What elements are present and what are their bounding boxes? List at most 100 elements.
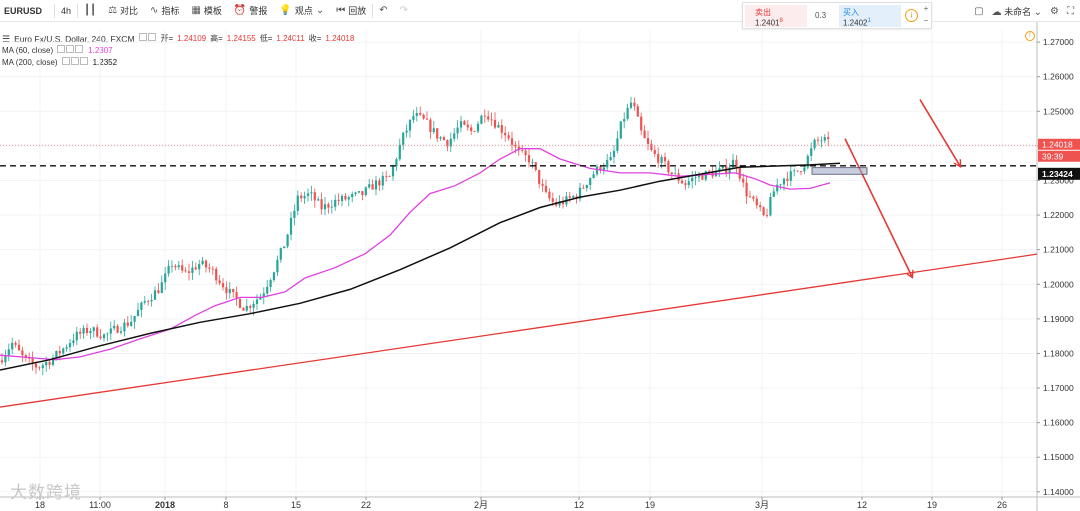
sell-button[interactable]: 卖出 1.24018 (745, 5, 807, 28)
candle-up (164, 273, 167, 283)
undo-icon: ↶ (379, 5, 388, 16)
last-price-tag: 1.24018 (1042, 139, 1073, 149)
candle-down (544, 185, 548, 192)
candle-down (755, 198, 758, 206)
candle-down (490, 119, 493, 121)
candle-up (616, 138, 619, 151)
candle-down (643, 130, 646, 139)
settings-icon[interactable] (70, 57, 79, 65)
replay-button[interactable]: ⏮ 回放 (330, 0, 372, 22)
candle-down (653, 150, 656, 154)
layout-menu[interactable]: ☁ 未命名 ⌄ (992, 5, 1042, 18)
candle-up (65, 347, 68, 349)
toolbar-divider (372, 3, 374, 18)
info-icon[interactable]: i (905, 9, 918, 22)
candle-up (612, 150, 616, 157)
sell-label: 卖出 (755, 8, 771, 17)
candle-up (449, 138, 452, 147)
candle-down (320, 199, 323, 210)
close-icon[interactable] (75, 45, 84, 53)
collapse-icon[interactable]: ☰ (2, 34, 11, 44)
candle-down (126, 322, 129, 326)
candle-down (225, 287, 228, 294)
candle-down (361, 191, 364, 195)
ma60-line (0, 148, 831, 361)
candle-up (279, 248, 282, 260)
templates-label: 模板 (203, 6, 222, 16)
symbol-search[interactable]: EURUSD (4, 5, 43, 16)
candle-down (419, 112, 422, 115)
time-tick-label: 3月 (755, 500, 769, 510)
candle-down (827, 137, 830, 140)
candle-down (500, 125, 503, 133)
candle-up (405, 130, 408, 133)
templates-icon: ▦ (191, 5, 201, 16)
candle-down (483, 115, 486, 117)
price-tick-label: 1.20000 (1043, 279, 1074, 289)
candle-down (701, 174, 704, 180)
increase-button[interactable]: + (923, 4, 929, 13)
candle-down (463, 121, 466, 125)
candle-up (75, 331, 78, 341)
candle-up (140, 302, 143, 310)
decrease-button[interactable]: − (923, 16, 929, 25)
candle-up (623, 118, 626, 122)
candle-down (313, 192, 316, 201)
last-price-tag-bg (1038, 138, 1080, 150)
candle-up (351, 194, 354, 198)
candle-up (133, 316, 136, 322)
time-tick-label: 19 (645, 500, 655, 510)
legend-controls[interactable] (138, 33, 157, 45)
time-tick-label: 12 (857, 500, 867, 510)
toolbar-divider (54, 3, 55, 18)
candle-down (385, 175, 388, 177)
redo-button[interactable]: ↷ (394, 0, 414, 22)
candle-down (388, 176, 391, 177)
eye-icon[interactable] (61, 57, 70, 65)
candle-down (748, 196, 752, 198)
candle-down (551, 198, 554, 203)
compare-button[interactable]: ⚖ 对比 (102, 0, 144, 22)
settings-icon[interactable] (147, 33, 156, 41)
candle-up (823, 137, 826, 141)
undo-button[interactable]: ↶ (373, 0, 393, 22)
ma60-controls[interactable] (57, 45, 84, 57)
settings-icon[interactable] (66, 45, 75, 53)
candle-down (235, 292, 238, 299)
eye-icon[interactable] (57, 45, 66, 53)
candle-up (806, 155, 809, 168)
candle-down (762, 207, 765, 216)
chart-type-button[interactable]: ┃┃ (78, 0, 102, 22)
candle-up (453, 133, 456, 139)
close-icon[interactable] (79, 57, 88, 65)
candle-up (497, 125, 500, 128)
candle-up (395, 159, 398, 167)
candle-up (381, 175, 384, 186)
warning-icon[interactable]: ! (1025, 31, 1035, 41)
candle-up (609, 156, 612, 161)
candle-up (89, 331, 92, 334)
candle-up (820, 140, 823, 142)
fullscreen-rect-icon[interactable]: ▢ (974, 5, 984, 17)
ma200-controls[interactable] (61, 57, 89, 69)
candle-up (619, 121, 622, 139)
eye-icon[interactable] (138, 33, 147, 41)
candle-down (650, 143, 653, 151)
price-tick-label: 1.21000 (1043, 245, 1074, 255)
candle-down (507, 135, 510, 139)
interval-button[interactable]: 4h (61, 5, 72, 16)
candle-down (657, 153, 660, 163)
ideas-button[interactable]: 💡 观点 ⌄ (273, 0, 330, 22)
expand-icon[interactable]: ⛶ (1067, 5, 1074, 17)
indicators-button[interactable]: ∿ 指标 (144, 0, 185, 22)
alert-button[interactable]: ⏰ 警报 (228, 0, 273, 22)
candle-up (136, 309, 140, 317)
candle-down (218, 280, 221, 284)
candle-down (684, 183, 687, 185)
ma200-value: 1.2352 (92, 58, 118, 67)
templates-button[interactable]: ▦ 模板 (185, 0, 227, 22)
price-tick-label: 1.18000 (1043, 348, 1074, 358)
gear-icon[interactable]: ⚙ (1050, 5, 1059, 17)
buy-button[interactable]: 买入 1.24021 (839, 5, 901, 28)
